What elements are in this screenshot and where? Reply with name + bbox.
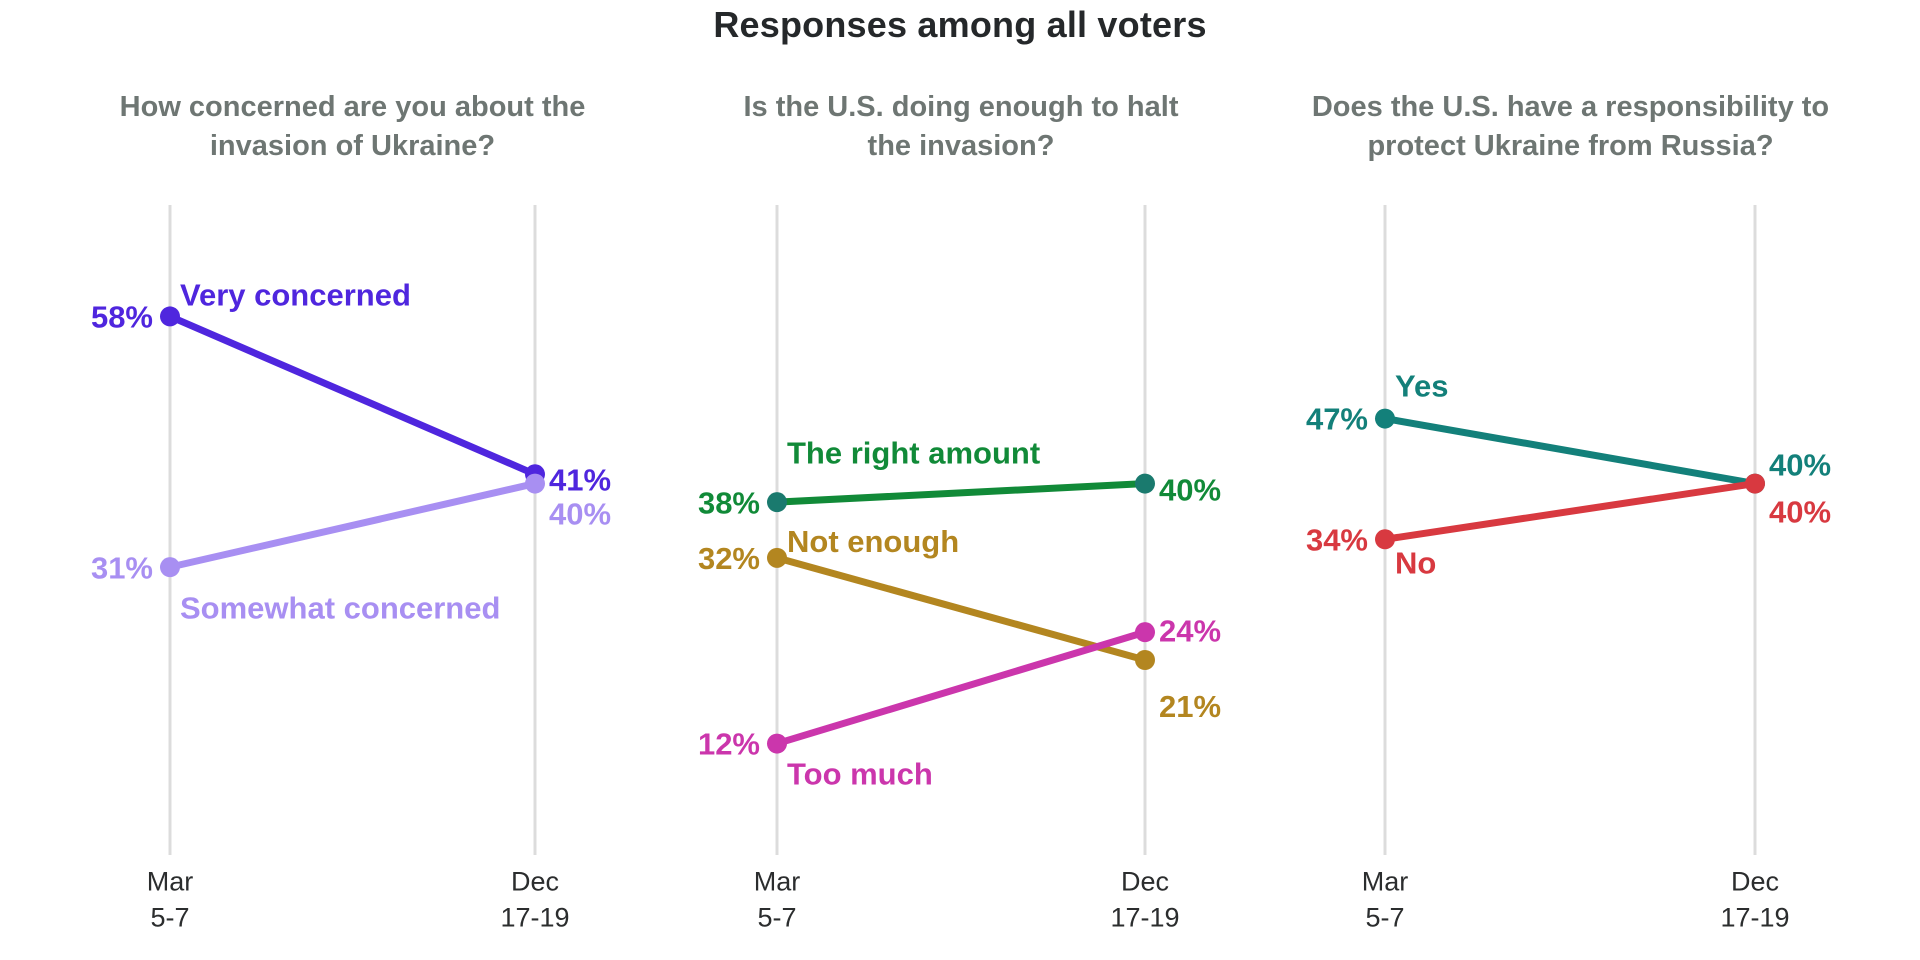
dot-yes-start [1375,408,1395,429]
value-label-the-right-amount-start: 38% [698,485,760,520]
value-label-too-much-end: 24% [1159,613,1221,648]
line-somewhat-concerned [166,480,539,571]
line-no [1381,480,1759,543]
x-tick-label: 5-7 [1365,903,1404,933]
value-label-very-concerned-start: 58% [91,300,153,335]
x-tick-label: Mar [754,867,801,897]
value-label-not-enough-start: 32% [698,541,760,576]
dot-somewhat-concerned-end [525,473,545,494]
value-label-too-much-start: 12% [698,727,760,762]
series-label-too-much: Too much [787,757,933,792]
panel-1: Mar 5-7 Dec 17-19 38% 40% The right amount 32% 2… [698,205,1221,933]
x-tick-label: 5-7 [757,903,796,933]
series-label-somewhat-concerned: Somewhat concerned [180,590,500,625]
x-tick-label: 5-7 [150,903,189,933]
series-label-the-right-amount: The right amount [787,435,1040,470]
line-not-enough [773,554,1149,664]
dot-very-concerned-start [160,306,180,327]
panel-0: Mar 5-7 Dec 17-19 58% 41% Very concerned 31% 40%… [91,205,611,933]
line-very-concerned [166,312,539,478]
value-label-no-start: 34% [1306,522,1368,557]
value-label-yes-start: 47% [1306,402,1368,437]
value-label-the-right-amount-end: 40% [1159,473,1221,508]
line-yes [1381,415,1759,488]
line-the-right-amount [773,480,1149,506]
dot-no-end [1745,473,1765,494]
x-tick-label: 17-19 [500,903,569,933]
series-label-very-concerned: Very concerned [180,278,411,313]
panel-title-concern: How concerned are you about the invasion… [119,91,586,162]
x-tick-label: Dec [511,867,559,897]
x-tick-label: Dec [1121,867,1169,897]
series-label-no: No [1395,545,1436,580]
line-too-much [773,628,1149,748]
x-tick-label: Mar [1362,867,1409,897]
dot-too-much-start [767,733,787,754]
value-label-no-end: 40% [1769,495,1831,530]
panel-2: Mar 5-7 Dec 17-19 47% 40% Yes 34% 40% No [1306,205,1831,933]
dot-no-start [1375,529,1395,550]
series-label-not-enough: Not enough [787,524,959,559]
dot-the-right-amount-start [767,492,787,513]
value-label-very-concerned-end: 41% [549,462,611,497]
x-tick-label: 17-19 [1720,903,1789,933]
value-label-somewhat-concerned-end: 40% [549,497,611,532]
x-tick-label: Mar [147,867,194,897]
panel-title-responsibility: Does the U.S. have a responsibility to p… [1311,91,1830,162]
value-label-somewhat-concerned-start: 31% [91,550,153,585]
dot-the-right-amount-end [1135,473,1155,494]
x-tick-label: 17-19 [1110,903,1179,933]
dot-not-enough-end [1135,650,1155,670]
panel-title-doing-enough: Is the U.S. doing enough to halt the inv… [743,91,1179,162]
value-label-yes-end: 40% [1769,448,1831,483]
dot-somewhat-concerned-start [160,557,180,578]
series-label-yes: Yes [1395,369,1448,404]
page-title: Responses among all voters [713,4,1207,45]
value-label-not-enough-end: 21% [1159,689,1221,724]
dot-too-much-end [1135,622,1155,643]
dot-not-enough-start [767,547,787,568]
x-tick-label: Dec [1731,867,1779,897]
